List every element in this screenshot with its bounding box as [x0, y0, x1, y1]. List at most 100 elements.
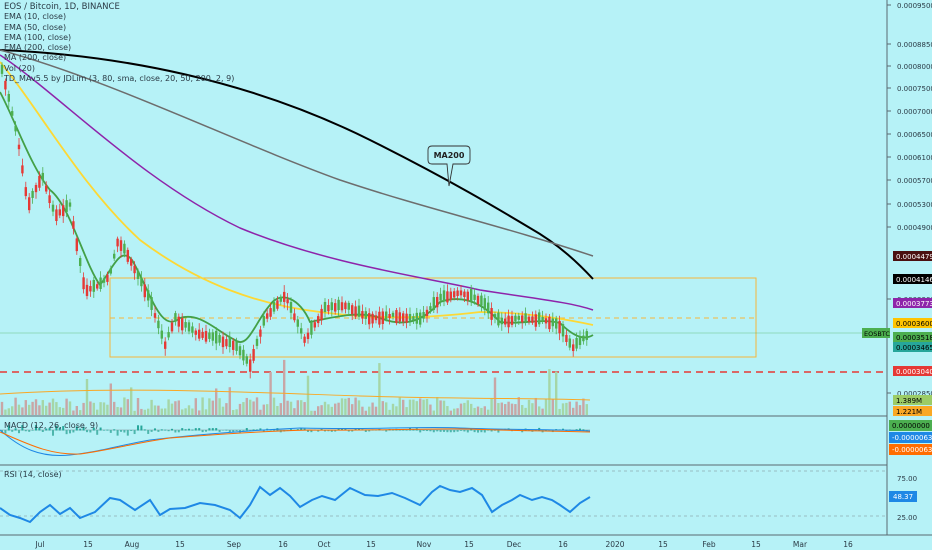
volume-bar [232, 410, 235, 415]
candle-body [72, 221, 75, 229]
price-labels: 0.0004479 0.0004146 0.0003773 0.0003600 0.00… [862, 251, 932, 416]
volume-bar [303, 402, 306, 415]
volume-bar [354, 397, 357, 415]
volume-bar [252, 401, 255, 415]
candle-body [143, 284, 146, 298]
volume-bar [55, 402, 58, 415]
macd-histogram-bar [18, 430, 20, 434]
macd-histogram-bar [14, 428, 17, 431]
volume-bar [398, 397, 401, 415]
price-label: 1.389M [896, 397, 922, 405]
candle-body [194, 330, 197, 335]
macd-histogram-bar [92, 427, 95, 431]
candle-body [79, 258, 82, 266]
price-axis[interactable]: 0.0009500 0.0008850 0.0008000 0.0007500 0.00… [887, 2, 932, 398]
legend-ema100[interactable]: EMA (100, close) [4, 32, 72, 42]
time-tick-label: 15 [658, 540, 668, 549]
time-tick-label: Oct [318, 540, 331, 549]
volume-bar [72, 410, 75, 415]
price-label: 0.0003773 [896, 300, 932, 308]
symbol-title[interactable]: EOS / Bitcoin, 1D, BINANCE [4, 2, 120, 12]
volume-bar [524, 407, 527, 415]
volume-bar [102, 402, 106, 415]
macd-histogram-bar [211, 428, 214, 431]
candle-body [296, 319, 299, 327]
price-label-box [893, 366, 932, 376]
candle-body [119, 240, 123, 251]
volume-bar [487, 409, 490, 415]
legend-ma200[interactable]: MA (200, close) [4, 53, 67, 63]
price-label: 1.221M [896, 408, 922, 416]
macd-histogram-bar [58, 427, 61, 431]
macd-legend[interactable]: MACD (12, 26, close, 9) [4, 421, 99, 430]
volume-bar [463, 402, 466, 415]
volume-bar [204, 409, 208, 415]
candle-body [303, 336, 306, 343]
volume-bar [92, 402, 95, 415]
macd-histogram-bar [75, 426, 78, 431]
legend-td-indicator[interactable]: TD_MAv5.5 by JDLim (3, 80, sma, close, 2… [4, 74, 235, 84]
macd-histogram-bar [477, 430, 479, 433]
candle-body [181, 318, 184, 331]
candle-body [395, 310, 398, 324]
volume-bar [130, 387, 133, 415]
volume-bar [456, 408, 459, 415]
candle-body [442, 290, 446, 302]
candle-body [507, 315, 510, 328]
time-axis[interactable]: Jul 15 Aug 15 Sep 16 Oct 15 Nov 15 Dec 16 2020 15 Feb 1… [34, 540, 853, 549]
candle-body [45, 185, 48, 192]
candle-body [157, 320, 160, 329]
volume-bar [538, 406, 541, 415]
legend-ema200[interactable]: EMA (200, close) [4, 43, 72, 53]
legend-ema10[interactable]: EMA (10, close) [4, 12, 67, 22]
candle-body [538, 312, 541, 325]
volume-bar [371, 402, 374, 415]
volume-bar [272, 397, 276, 415]
macd-histogram-bar [565, 430, 568, 432]
macd-histogram-bar [160, 429, 163, 431]
macd-histogram-bar [235, 430, 238, 431]
candle-body [191, 326, 194, 333]
volume-bar [388, 409, 391, 415]
volume-bar [466, 400, 469, 415]
macd-histogram-bar [296, 429, 299, 431]
candle-body [585, 331, 588, 340]
rsi-legend[interactable]: RSI (14, close) [4, 470, 62, 479]
candle-body [113, 253, 116, 259]
candle-body [374, 315, 378, 321]
candle-body [337, 299, 340, 311]
macd-histogram-bar [456, 430, 459, 432]
candle-body [521, 315, 524, 323]
macd-histogram-bar [157, 430, 160, 432]
legend-ema50[interactable]: EMA (50, close) [4, 22, 67, 32]
volume-bar [113, 401, 116, 415]
volume-bar [578, 405, 582, 415]
macd-histogram-bar [521, 430, 524, 433]
macd-histogram-bar [65, 430, 68, 435]
symbol-tag-box [862, 328, 890, 338]
candle-body [419, 312, 422, 325]
time-tick-label: 15 [751, 540, 761, 549]
volume-bar [286, 400, 289, 415]
volume-bar [323, 401, 327, 415]
macd-histogram-bar [38, 427, 41, 431]
candle-body [38, 175, 41, 188]
volume-bar [395, 406, 398, 415]
volume-bar [412, 399, 415, 415]
candle-body [405, 313, 408, 323]
candle-body [164, 341, 167, 349]
volume-bar [544, 398, 548, 415]
macd-histogram-bar [137, 425, 139, 431]
time-tick-label: Mar [793, 540, 808, 549]
candle-body [408, 313, 412, 321]
volume-bar [300, 400, 303, 415]
candle-body [82, 277, 85, 290]
volume-bar [510, 403, 514, 415]
volume-bar [361, 406, 364, 415]
candle-body [11, 111, 14, 116]
candle-body [449, 291, 452, 300]
volume-bar [96, 409, 99, 415]
macd-histogram-bar [443, 430, 445, 432]
legend-volume[interactable]: Vol (20) [4, 63, 35, 73]
